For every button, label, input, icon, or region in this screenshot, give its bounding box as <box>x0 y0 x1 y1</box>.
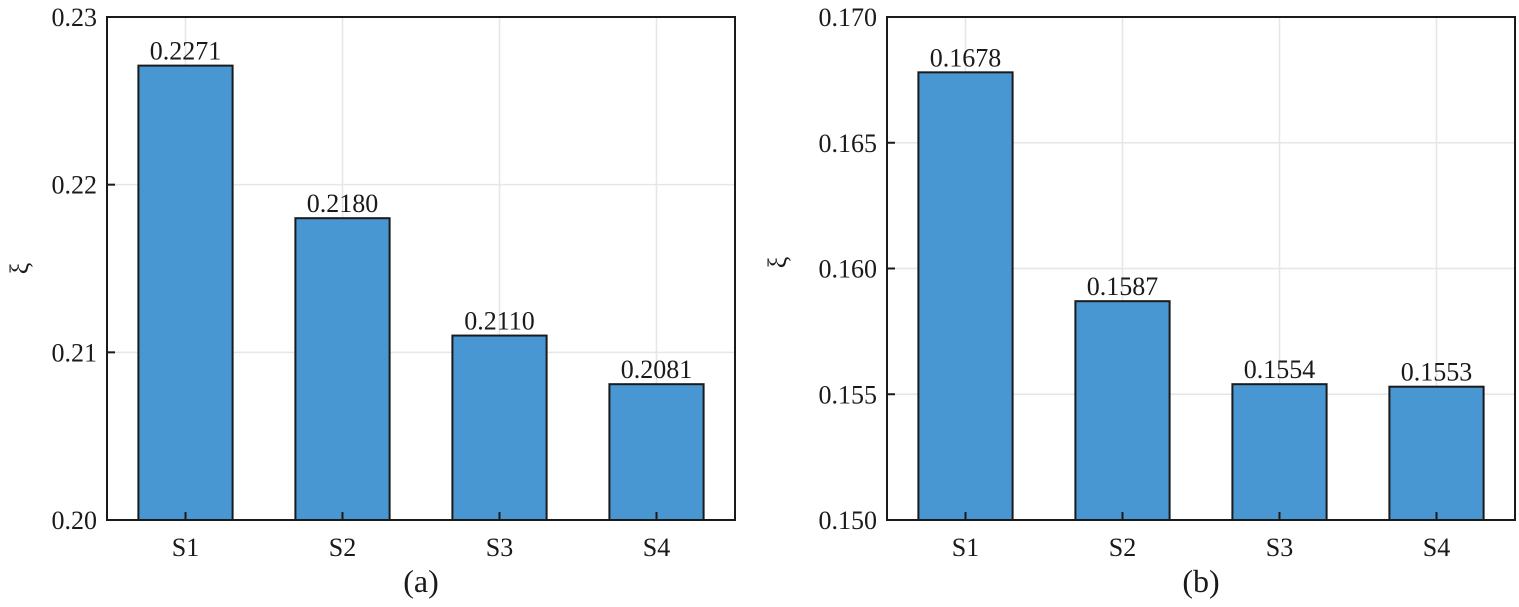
bar-s4 <box>608 383 705 521</box>
panel-caption: (b) <box>1182 563 1219 599</box>
x-tick-label: S1 <box>952 533 979 562</box>
y-tick-label: 0.150 <box>819 506 878 535</box>
panel-caption: (a) <box>403 563 439 599</box>
data-label: 0.2180 <box>307 189 379 218</box>
bar-s1 <box>137 64 234 522</box>
bar-s2 <box>1074 300 1171 521</box>
chart-panel-b: 0.1678 0.1587 0.1554 0.1553 0.150 0.155 0.160 0… <box>763 3 1516 599</box>
bar-s1 <box>917 71 1014 522</box>
x-tick-label: S3 <box>1266 533 1293 562</box>
y-tick-label: 0.23 <box>52 3 98 32</box>
data-label: 0.1554 <box>1244 355 1316 384</box>
chart-panel-a: 0.2271 0.2180 0.2110 0.2081 0.20 0.21 0.22 0.23… <box>5 3 736 599</box>
data-label: 0.1553 <box>1401 358 1473 387</box>
y-tick-label: 0.165 <box>819 129 878 158</box>
y-tick-label: 0.170 <box>819 3 878 32</box>
data-label: 0.1587 <box>1087 272 1159 301</box>
y-tick-label: 0.160 <box>819 255 878 284</box>
y-tick-label: 0.155 <box>819 380 878 409</box>
x-tick-label: S4 <box>643 533 670 562</box>
bar-s4 <box>1388 385 1485 521</box>
y-axis-title: ξ <box>763 257 792 269</box>
x-tick-label: S3 <box>486 533 513 562</box>
data-label: 0.2081 <box>621 355 693 384</box>
x-tick-label: S1 <box>172 533 199 562</box>
data-label: 0.2271 <box>150 37 222 66</box>
y-tick-label: 0.20 <box>52 506 98 535</box>
plot-frame <box>106 16 736 521</box>
y-tick-label: 0.22 <box>52 171 98 200</box>
data-label: 0.1678 <box>930 43 1002 72</box>
x-tick-label: S4 <box>1423 533 1450 562</box>
x-tick-label: S2 <box>1109 533 1136 562</box>
x-tick-label: S2 <box>329 533 356 562</box>
data-label: 0.2110 <box>464 307 535 336</box>
bar-s3 <box>451 334 548 522</box>
bar-s3 <box>1231 383 1328 521</box>
y-axis-title: ξ <box>5 263 34 275</box>
y-tick-label: 0.21 <box>52 338 98 367</box>
bar-s2 <box>294 217 391 521</box>
